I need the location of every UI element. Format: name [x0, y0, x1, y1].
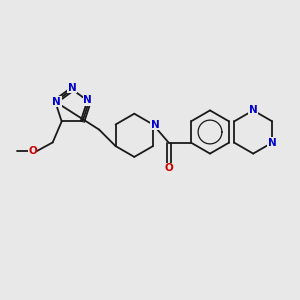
Text: O: O	[28, 146, 37, 156]
Text: N: N	[268, 138, 276, 148]
Text: N: N	[68, 83, 76, 93]
Text: N: N	[52, 97, 61, 106]
Text: N: N	[249, 105, 258, 116]
Text: O: O	[164, 163, 173, 173]
Text: N: N	[151, 119, 160, 130]
Text: N: N	[83, 95, 92, 105]
